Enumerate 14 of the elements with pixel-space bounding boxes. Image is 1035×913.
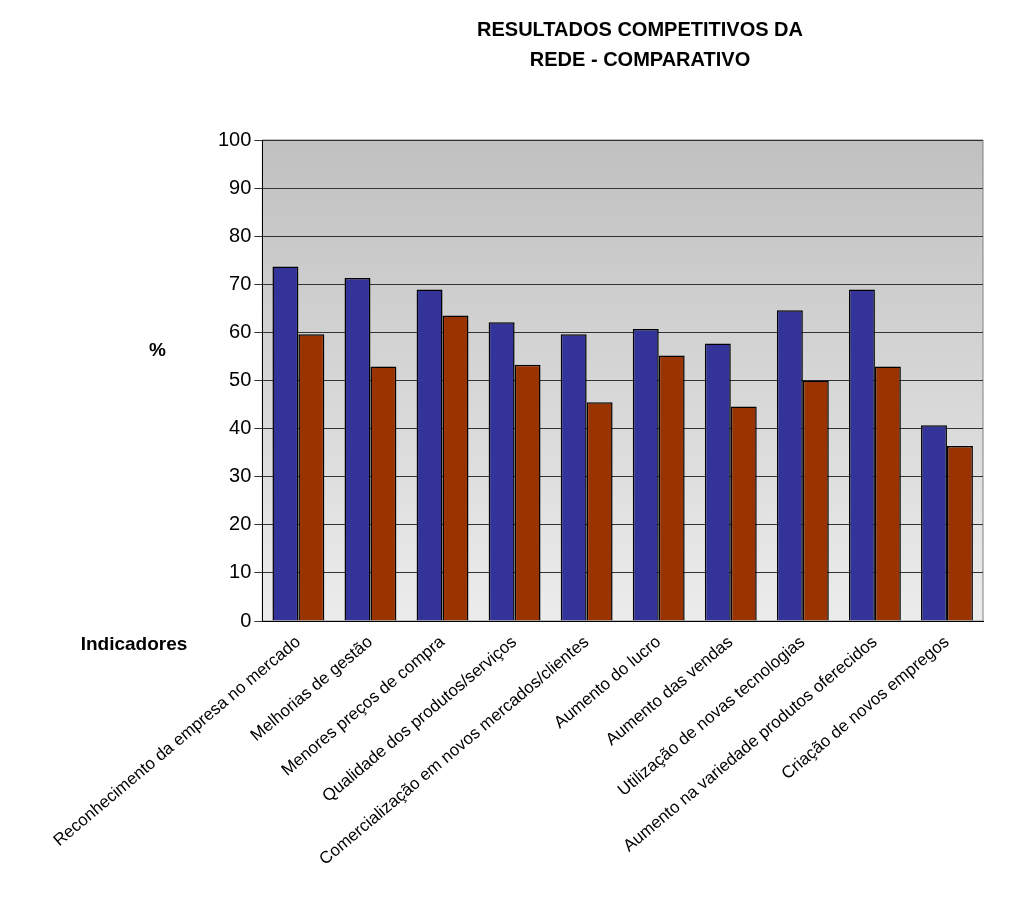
y-tick-label: 10 [229,560,252,583]
chart-title: RESULTADOS COMPETITIVOS DA REDE - COMPARATIVO [476,17,804,72]
y-tick-label: 90 [229,175,252,198]
y-tick-label: 0 [240,608,252,631]
y-axis-title: % [148,338,166,360]
y-tick-label: 20 [229,512,252,535]
y-tick-label: 30 [229,464,252,487]
x-axis-title: Indicadores [80,633,188,655]
y-tick-label: 70 [229,271,252,294]
y-tick-label: 40 [229,416,252,439]
y-tick-label: 60 [229,319,252,342]
y-tick-label: 50 [229,368,252,391]
y-tick-label: 80 [229,223,252,246]
y-tick-label: 100 [217,127,252,150]
